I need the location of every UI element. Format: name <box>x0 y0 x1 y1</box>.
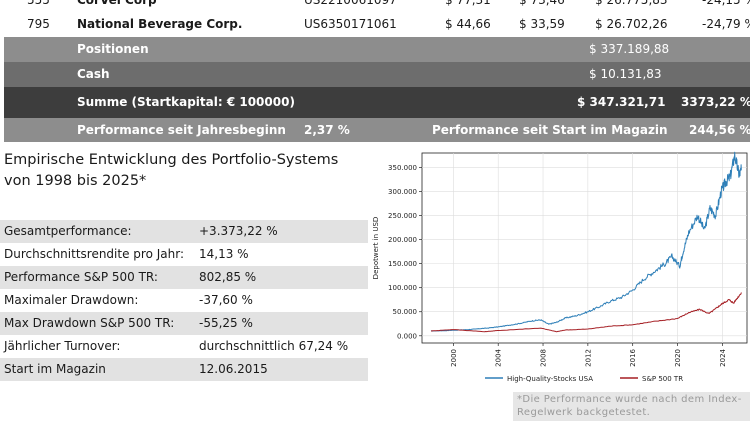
series-line-quality <box>431 151 742 332</box>
stat-label: Maximaler Drawdown: <box>4 293 139 307</box>
stat-label: Max Drawdown S&P 500 TR: <box>4 316 175 330</box>
series-line-sp500 <box>430 292 742 333</box>
positionen-value: $ 337.189,88 <box>589 42 670 56</box>
legend-label-sp500: S&P 500 TR <box>642 375 683 383</box>
cash-label: Cash <box>77 67 110 81</box>
y-tick-label: 200.000 <box>388 236 417 244</box>
stat-value: +3.373,22 % <box>199 224 278 238</box>
x-tick-label: 2000 <box>450 349 458 367</box>
stat-row: Performance S&P 500 TR: 802,85 % <box>0 266 368 289</box>
x-tick-label: 2008 <box>540 349 548 367</box>
stock-rank: 795 <box>27 17 50 31</box>
section-title: Empirische Entwicklung des Portfolio-Sys… <box>4 150 364 192</box>
stock-isin: US6350171061 <box>304 17 397 31</box>
y-tick-label: 150.000 <box>388 260 417 268</box>
perf-start-label: Performance seit Start im Magazin <box>432 123 668 137</box>
summe-label: Summe (Startkapital: € 100000) <box>77 95 295 109</box>
stat-value: durchschnittlich 67,24 % <box>199 339 349 353</box>
y-tick-label: 250.000 <box>388 212 417 220</box>
x-tick-label: 2016 <box>629 348 637 366</box>
table-row: 795 National Beverage Corp. US6350171061… <box>4 12 750 37</box>
stock-current-price: $ 33,59 <box>519 17 565 31</box>
cash-row: Cash $ 10.131,83 <box>4 62 750 87</box>
performance-row: Performance seit Jahresbeginn 2,37 % Per… <box>4 118 750 142</box>
stat-label: Jährlicher Turnover: <box>4 339 121 353</box>
section-title-line1: Empirische Entwicklung des Portfolio-Sys… <box>4 152 339 168</box>
footnote-line1: *Die Performance wurde nach dem Index- <box>517 394 742 405</box>
x-tick-label: 2012 <box>584 349 592 367</box>
stat-value: 802,85 % <box>199 270 257 284</box>
stock-buy-price: $ 44,66 <box>445 17 491 31</box>
stat-label: Gesamtperformance: <box>4 224 132 238</box>
perf-start-value: 244,56 % <box>689 123 750 137</box>
stat-label: Durchschnittsrendite pro Jahr: <box>4 247 184 261</box>
stock-rank: 555 <box>27 0 50 7</box>
stat-value: 14,13 % <box>199 247 249 261</box>
positionen-label: Positionen <box>77 42 149 56</box>
positionen-row: Positionen $ 337.189,88 <box>4 37 750 62</box>
stock-isin: US2210061097 <box>304 0 397 7</box>
y-axis-label: Depotwert in USD <box>372 217 380 280</box>
stock-name: National Beverage Corp. <box>77 17 243 31</box>
stat-row: Durchschnittsrendite pro Jahr: 14,13 % <box>0 243 368 266</box>
y-tick-label: 0.000 <box>397 332 417 340</box>
stock-value: $ 26.702,26 <box>595 17 668 31</box>
stat-row: Maximaler Drawdown: -37,60 % <box>0 289 368 312</box>
x-axis-ticks: 2000 2004 2008 2012 2016 2020 2024 <box>450 343 727 367</box>
table-row: 555 CorVel Corp US2210061097 $ 77,31 $ 7… <box>4 0 750 13</box>
cash-value: $ 10.131,83 <box>589 67 662 81</box>
summe-value: $ 347.321,71 <box>577 95 666 109</box>
stock-value: $ 26.775,83 <box>595 0 668 7</box>
chart-grid <box>422 153 747 343</box>
y-tick-label: 50.000 <box>393 308 418 316</box>
legend-label-quality: High-Quality-Stocks USA <box>507 375 593 383</box>
stat-label: Performance S&P 500 TR: <box>4 270 158 284</box>
stat-value: -37,60 % <box>199 293 253 307</box>
stat-row: Start im Magazin 12.06.2015 <box>0 358 368 381</box>
stat-value: 12.06.2015 <box>199 362 268 376</box>
stock-performance: -24,79 % <box>702 17 750 31</box>
stat-value: -55,25 % <box>199 316 253 330</box>
stock-performance: -24,15 % <box>702 0 750 7</box>
stock-current-price: $ 73,46 <box>519 0 565 7</box>
perf-ytd-value: 2,37 % <box>304 123 350 137</box>
y-tick-label: 100.000 <box>388 284 417 292</box>
stat-label: Start im Magazin <box>4 362 106 376</box>
chart-series <box>430 151 742 333</box>
y-tick-label: 350.000 <box>388 164 417 172</box>
chart-svg: 0.000 50.000 100.000 150.000 200.000 250.000 3… <box>372 151 748 383</box>
performance-chart: 0.000 50.000 100.000 150.000 200.000 250.000 3… <box>370 150 750 390</box>
perf-ytd-label: Performance seit Jahresbeginn <box>77 123 286 137</box>
stat-row: Jährlicher Turnover: durchschnittlich 67,… <box>0 335 368 358</box>
footnote-line2: Regelwerk backgetestet. <box>517 407 651 418</box>
x-tick-label: 2020 <box>674 349 682 367</box>
x-tick-label: 2004 <box>495 348 503 366</box>
x-tick-label: 2024 <box>719 348 727 366</box>
footnote: *Die Performance wurde nach dem Index- R… <box>513 392 750 421</box>
summe-row: Summe (Startkapital: € 100000) $ 347.321… <box>4 87 750 118</box>
plot-area <box>421 152 748 344</box>
section-title-line2: von 1998 bis 2025* <box>4 173 147 189</box>
stats-table: Gesamtperformance: +3.373,22 % Durchschni… <box>0 220 368 381</box>
y-axis-ticks: 0.000 50.000 100.000 150.000 200.000 250.000 3… <box>388 164 422 340</box>
stat-row: Max Drawdown S&P 500 TR: -55,25 % <box>0 312 368 335</box>
y-tick-label: 300.000 <box>388 188 417 196</box>
chart-legend: High-Quality-Stocks USA S&P 500 TR <box>485 375 683 383</box>
stat-row: Gesamtperformance: +3.373,22 % <box>0 220 368 243</box>
summe-performance: 3373,22 % <box>681 95 750 109</box>
stock-buy-price: $ 77,31 <box>445 0 491 7</box>
stock-name: CorVel Corp <box>77 0 157 7</box>
